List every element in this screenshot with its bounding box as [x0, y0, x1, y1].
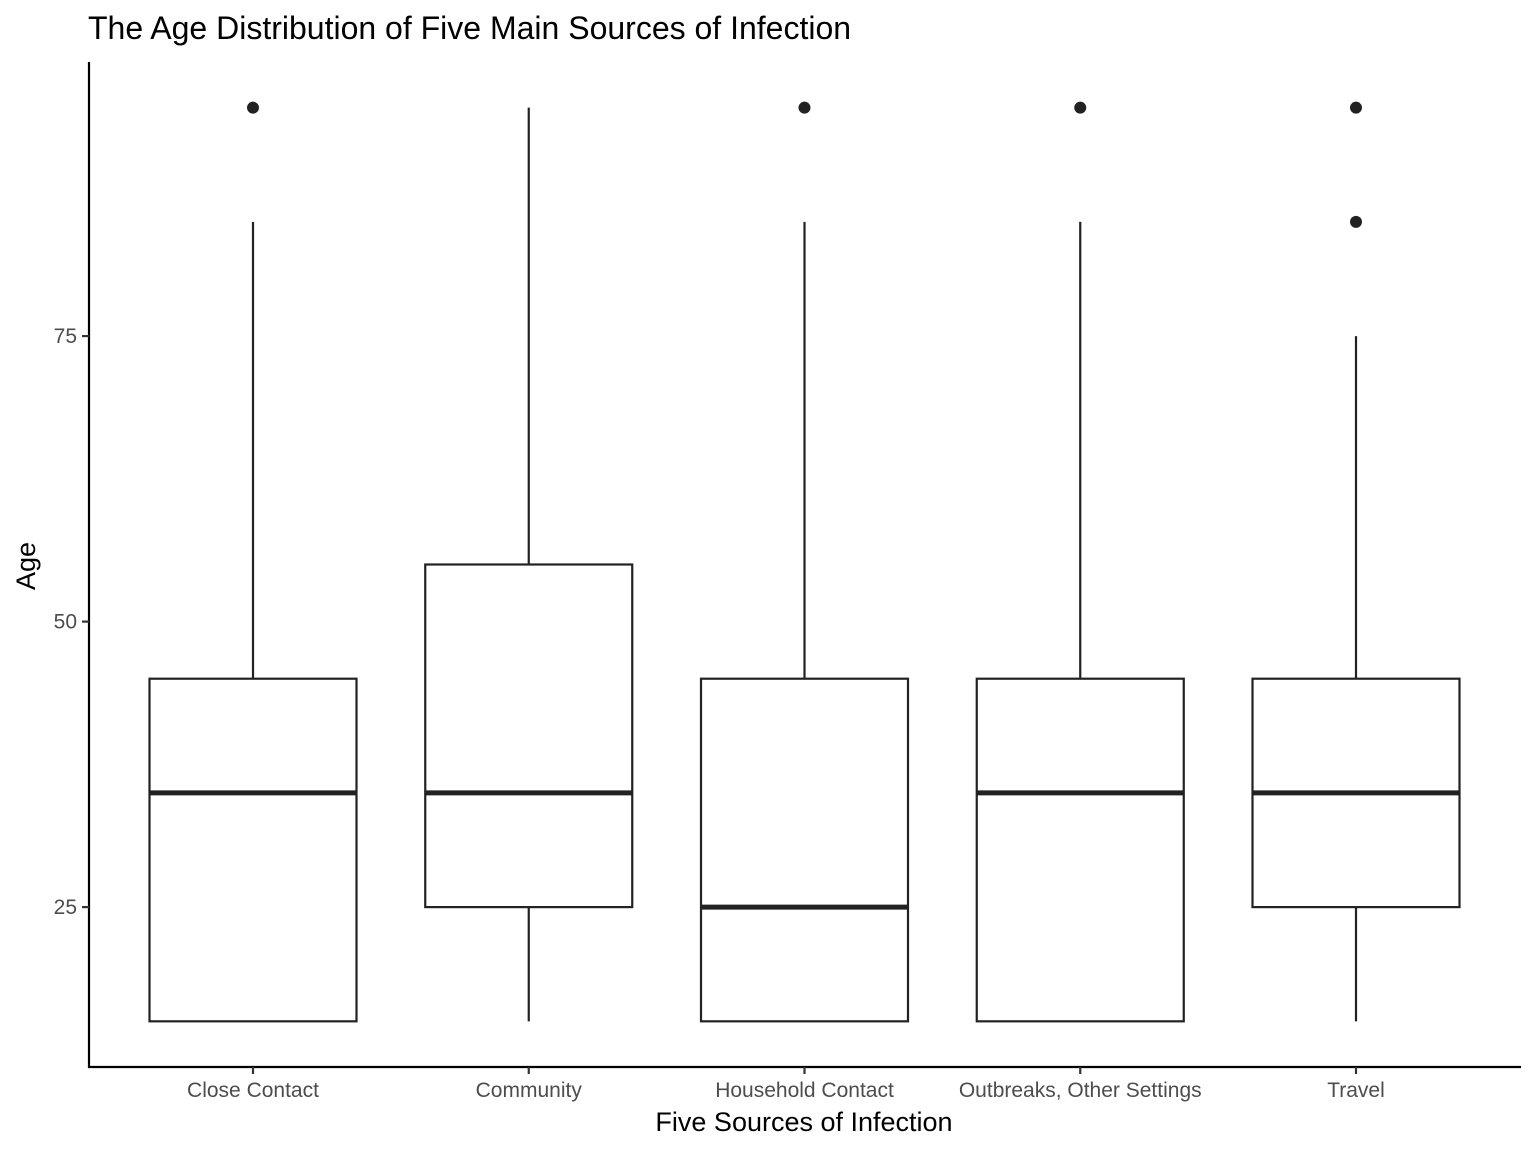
x-tick-label: Household Contact: [715, 1079, 894, 1102]
y-axis-ticks: 25 50 75: [54, 325, 89, 919]
outlier-point: [798, 101, 811, 114]
iqr-box: [424, 563, 634, 909]
y-tick-label: 25: [54, 896, 77, 919]
box-outbreaks-other-settings: [975, 101, 1185, 1023]
chart-title: The Age Distribution of Five Main Source…: [88, 10, 851, 46]
outlier-point: [1074, 101, 1087, 114]
outlier-point: [1350, 101, 1362, 114]
plot-area: [148, 101, 1461, 1023]
x-tick-label: Close Contact: [187, 1079, 319, 1102]
outlier-point: [247, 101, 259, 114]
x-tick-label: Travel: [1327, 1079, 1385, 1102]
box-community: [424, 107, 634, 1022]
iqr-box: [699, 677, 910, 1023]
y-tick-label: 75: [54, 325, 77, 348]
x-tick-label: Community: [476, 1079, 583, 1102]
y-axis-title: Age: [11, 542, 41, 590]
x-axis-ticks: Close Contact Community Household Contact O…: [187, 1067, 1385, 1102]
box-travel: [1251, 101, 1461, 1022]
y-tick-label: 50: [54, 611, 77, 634]
x-axis-title: Five Sources of Infection: [655, 1107, 952, 1137]
iqr-box: [148, 677, 358, 1023]
outlier-point: [1350, 215, 1362, 228]
box-household-contact: [699, 101, 910, 1023]
iqr-box: [975, 677, 1185, 1023]
box-close-contact: [148, 101, 358, 1023]
x-tick-label: Outbreaks, Other Settings: [959, 1079, 1202, 1102]
